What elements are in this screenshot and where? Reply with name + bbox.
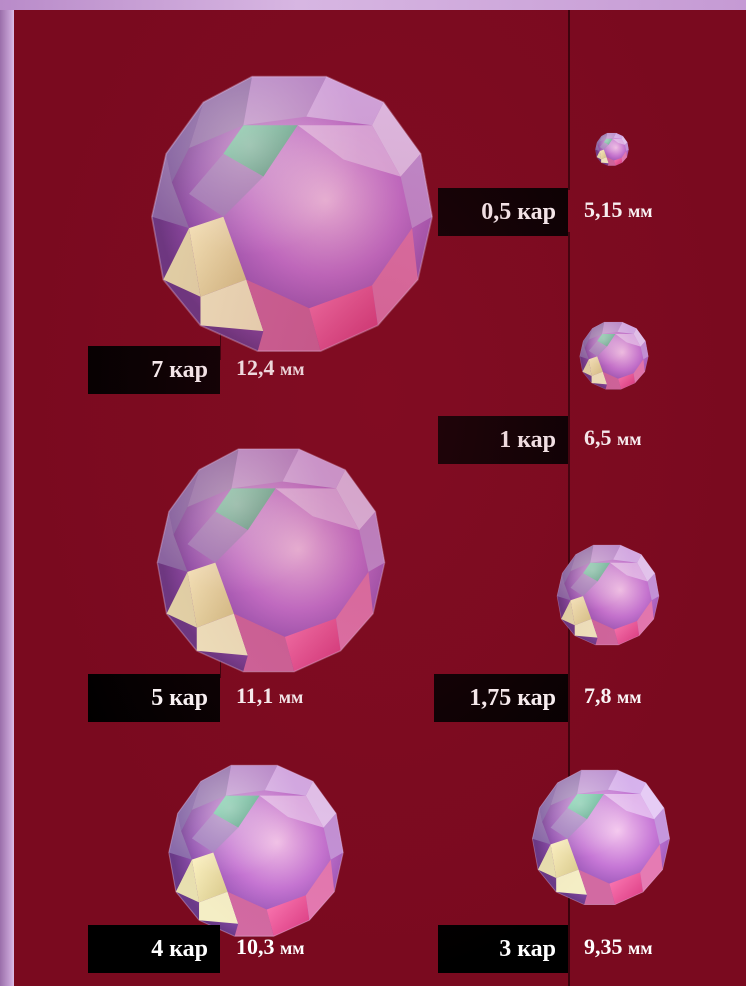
divider-line-left-2 [220, 650, 221, 678]
divider-line-top-right [568, 10, 570, 190]
carat-label-1-75: 1,75 кар [434, 674, 568, 722]
carat-label-3: 3 кар [438, 925, 568, 973]
gem-size-chart: 7 кар 12,4 мм 5 кар 11,1 мм 4 кар 10,3 м… [14, 10, 746, 986]
divider-line-left-1 [220, 320, 221, 360]
size-label-9-35: 9,35 мм [584, 934, 653, 959]
gem-1-75-carat [556, 544, 660, 646]
size-label-6-5: 6,5 мм [584, 425, 642, 450]
size-label-5-15: 5,15 мм [584, 197, 653, 222]
carat-label-0-5: 0,5 кар [438, 188, 568, 236]
gem-3-carat [531, 769, 671, 906]
top-border [0, 0, 746, 10]
size-label-12-4: 12,4 мм [236, 355, 305, 380]
carat-label-1: 1 кар [438, 416, 568, 464]
gem-1-carat [579, 321, 649, 390]
size-label-10-3: 10,3 мм [236, 934, 305, 959]
gem-0-5-carat [595, 132, 629, 166]
carat-label-5: 5 кар [88, 674, 220, 722]
carat-text: 7 кар [151, 357, 208, 383]
gem-4-carat [168, 764, 344, 937]
gem-5-carat [156, 448, 386, 673]
size-label-7-8: 7,8 мм [584, 683, 642, 708]
carat-label-4: 4 кар [88, 925, 220, 973]
gem-7-carat [151, 75, 433, 352]
carat-label-7: 7 кар [88, 346, 220, 394]
size-label-11-1: 11,1 мм [236, 683, 304, 708]
